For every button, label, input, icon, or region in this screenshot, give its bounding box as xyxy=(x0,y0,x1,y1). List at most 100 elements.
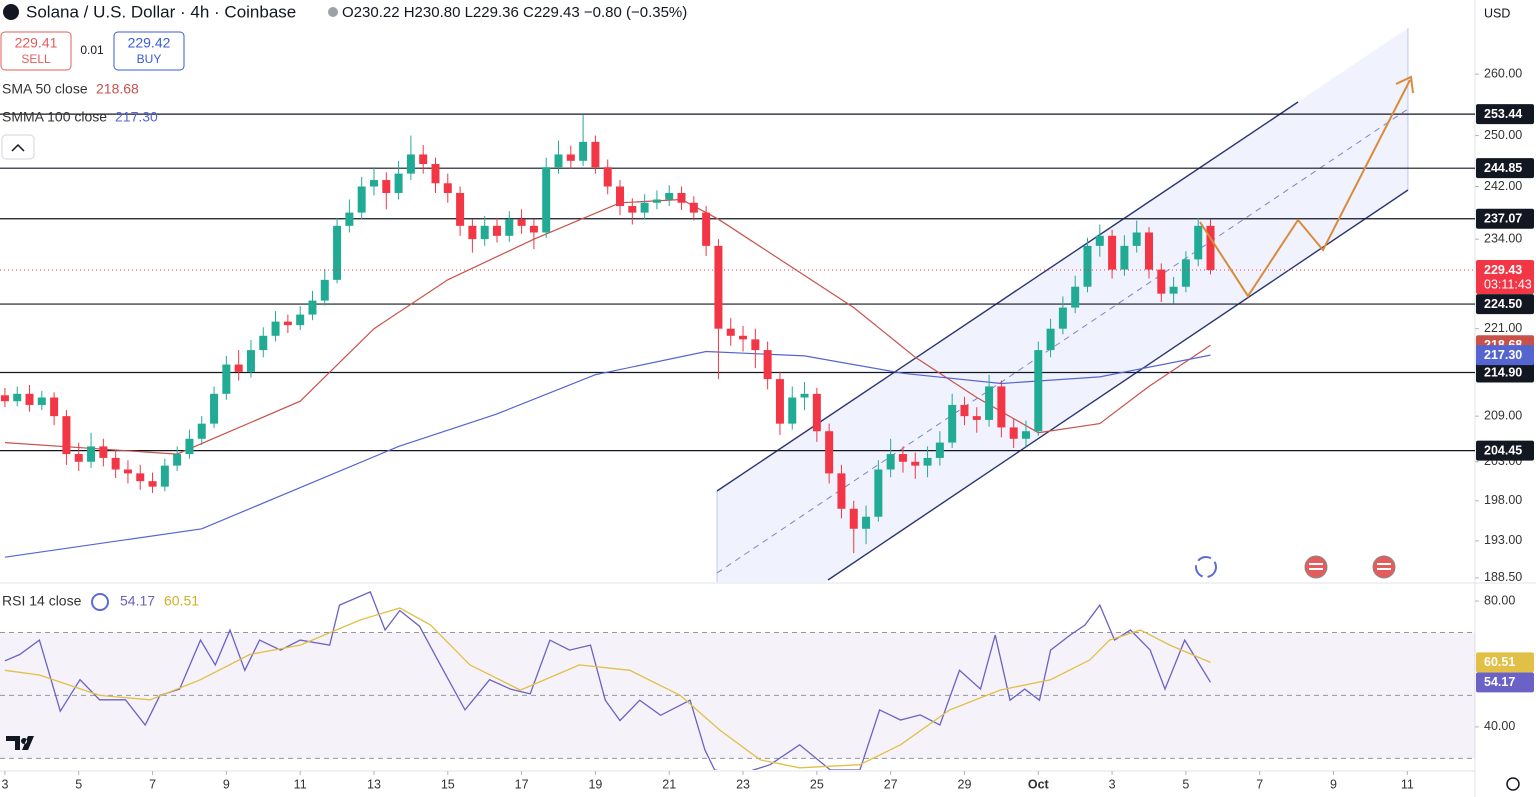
candle-body xyxy=(1206,225,1215,271)
candle-body xyxy=(74,454,83,462)
currency[interactable]: USD xyxy=(1484,6,1510,20)
y-tick-label: 242.00 xyxy=(1484,179,1522,193)
event-icon[interactable] xyxy=(1304,555,1328,579)
candle-body xyxy=(87,446,96,462)
candle-body xyxy=(1095,235,1104,246)
flag-stripe xyxy=(1309,568,1323,570)
candle-body xyxy=(554,154,563,168)
candle-body xyxy=(50,397,59,417)
candle-body xyxy=(898,454,907,462)
candle-body xyxy=(948,404,957,443)
status-dot xyxy=(328,7,338,17)
candle-body xyxy=(591,141,600,168)
legend-value: 218.68 xyxy=(96,81,139,97)
level-box xyxy=(1476,440,1534,461)
x-tick-label: 3 xyxy=(1109,777,1116,791)
buy-label: BUY xyxy=(137,52,162,66)
candle-body xyxy=(775,379,784,424)
candle-body xyxy=(874,469,883,517)
candle-body xyxy=(640,202,649,213)
level-box xyxy=(1476,104,1534,125)
candle-body xyxy=(185,438,194,455)
candle-body xyxy=(997,386,1006,428)
x-tick-label: 5 xyxy=(75,777,82,791)
candle-body xyxy=(99,446,108,458)
series-line xyxy=(4,198,1211,455)
legend-name: SMMA 100 close xyxy=(2,109,107,125)
candle-body xyxy=(1144,232,1153,270)
candle-body xyxy=(505,219,514,236)
level-label: 244.85 xyxy=(1484,161,1522,175)
legend-value: 54.17 xyxy=(120,593,155,609)
candle-body xyxy=(837,473,846,509)
spread: 0.01 xyxy=(80,43,104,57)
candle-body xyxy=(419,154,428,165)
candle-body xyxy=(1034,350,1043,432)
candle-body xyxy=(702,212,711,246)
candle-body xyxy=(825,431,834,474)
candle-body xyxy=(1083,245,1092,287)
candle-body xyxy=(1132,232,1141,246)
candle-body xyxy=(234,364,243,372)
y-tick-label: 209.00 xyxy=(1484,408,1522,422)
candle-body xyxy=(160,465,169,487)
rsi-label: 60.51 xyxy=(1484,655,1515,669)
candle-body xyxy=(1009,427,1018,439)
rsi-icon[interactable] xyxy=(91,593,109,611)
level-box xyxy=(1476,208,1534,229)
candle-body xyxy=(394,173,403,193)
buy-button[interactable] xyxy=(113,31,185,71)
candle-body xyxy=(616,186,625,207)
logo xyxy=(6,736,34,750)
flag-stripe xyxy=(1309,563,1323,565)
projection-path xyxy=(1199,79,1411,298)
chevron xyxy=(11,143,25,152)
y-tick-label: 260.00 xyxy=(1484,66,1522,80)
x-tick-label: 13 xyxy=(367,777,381,791)
candle-body xyxy=(972,416,981,420)
level-label: 204.45 xyxy=(1484,443,1522,457)
candle-body xyxy=(246,350,255,372)
level-label: 224.50 xyxy=(1484,297,1522,311)
candle-body xyxy=(369,180,378,187)
candle-body xyxy=(985,386,994,420)
flag-stripe xyxy=(1377,563,1391,565)
candle-body xyxy=(492,225,501,236)
candle-body xyxy=(812,393,821,432)
y-tick-label: 234.00 xyxy=(1484,231,1522,245)
flag-stripe xyxy=(1377,568,1391,570)
x-tick-label: 7 xyxy=(149,777,156,791)
sell-label: SELL xyxy=(21,52,51,66)
candle-body xyxy=(1120,245,1129,270)
candle-body xyxy=(136,473,145,482)
candle-body xyxy=(382,180,391,193)
x-tick-label: Oct xyxy=(1028,777,1050,791)
candle-body xyxy=(1181,259,1190,287)
candle-body xyxy=(517,219,526,226)
sell-button[interactable] xyxy=(0,31,72,71)
level-box xyxy=(1476,158,1534,179)
rsi-box xyxy=(1476,672,1534,693)
event-icon[interactable] xyxy=(1195,556,1217,578)
candle-body xyxy=(320,279,329,301)
channel-lower xyxy=(827,189,1409,581)
buy-price: 229.42 xyxy=(128,35,171,51)
projection-arrowhead xyxy=(1395,75,1414,94)
candle-body xyxy=(0,395,9,402)
event-icon[interactable] xyxy=(1372,555,1396,579)
candle-body xyxy=(283,321,292,326)
x-tick-label: 11 xyxy=(1401,777,1414,791)
header-bg xyxy=(0,0,720,25)
candle-body xyxy=(1021,431,1030,439)
collapse-button[interactable] xyxy=(1,134,35,160)
channel xyxy=(716,28,1409,582)
settings-icon[interactable] xyxy=(1506,777,1520,791)
candle-body xyxy=(210,393,219,424)
y-tick-label: 250.00 xyxy=(1484,128,1522,142)
ohlc: O230.22 H230.80 L229.36 C229.43 −0.80 (−… xyxy=(342,4,687,21)
candle-body xyxy=(1157,269,1166,294)
candle-body xyxy=(357,186,366,213)
candle-body xyxy=(763,350,772,380)
candle-body xyxy=(1046,328,1055,351)
